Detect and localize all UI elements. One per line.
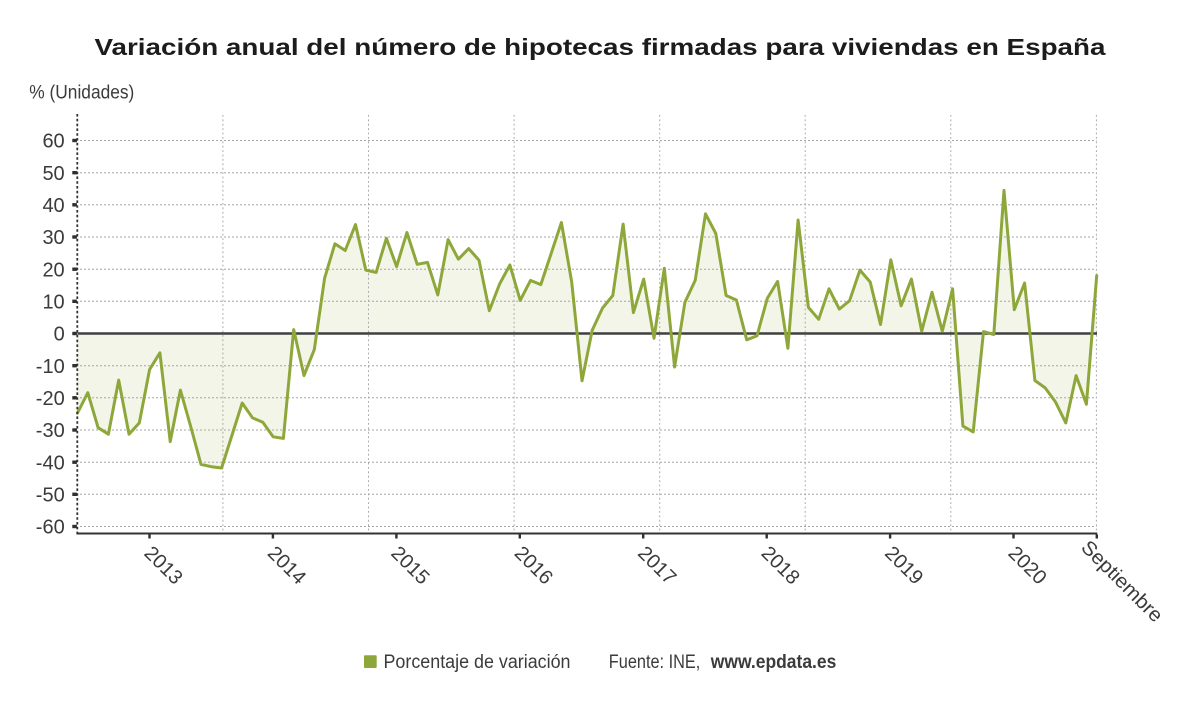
svg-text:Fuente: INE,: Fuente: INE, bbox=[609, 652, 701, 673]
svg-text:-30: -30 bbox=[36, 420, 65, 442]
svg-text:-20: -20 bbox=[36, 388, 65, 410]
svg-text:-60: -60 bbox=[36, 517, 65, 539]
svg-text:30: 30 bbox=[42, 227, 64, 249]
svg-text:50: 50 bbox=[42, 163, 64, 185]
svg-text:Variación anual del número de: Variación anual del número de hipotecas … bbox=[95, 34, 1107, 60]
svg-text:-50: -50 bbox=[36, 485, 65, 507]
svg-text:-40: -40 bbox=[36, 452, 65, 474]
svg-text:20: 20 bbox=[42, 259, 64, 281]
svg-text:www.epdata.es: www.epdata.es bbox=[710, 652, 836, 673]
svg-text:% (Unidades): % (Unidades) bbox=[29, 82, 134, 103]
svg-text:0: 0 bbox=[54, 324, 65, 346]
svg-text:40: 40 bbox=[42, 195, 64, 217]
svg-text:60: 60 bbox=[42, 131, 64, 153]
svg-text:10: 10 bbox=[42, 292, 64, 314]
svg-text:-10: -10 bbox=[36, 356, 65, 378]
svg-text:Porcentaje de variación: Porcentaje de variación bbox=[384, 652, 571, 673]
